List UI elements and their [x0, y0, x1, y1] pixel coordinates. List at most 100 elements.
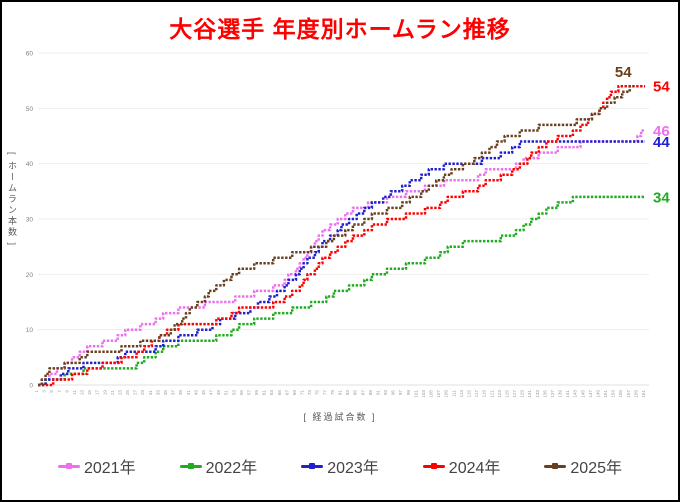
svg-text:50: 50	[26, 106, 34, 113]
svg-text:81: 81	[338, 390, 343, 396]
legend-swatch-2025	[544, 463, 567, 469]
svg-text:53: 53	[231, 390, 236, 396]
svg-text:113: 113	[459, 390, 464, 398]
svg-text:30: 30	[26, 217, 34, 224]
svg-text:40: 40	[26, 161, 34, 168]
svg-text:27: 27	[133, 390, 138, 396]
svg-text:101: 101	[413, 390, 418, 398]
svg-text:5: 5	[49, 390, 54, 393]
legend-item-2025: 2025年	[544, 454, 622, 478]
svg-text:10: 10	[26, 327, 34, 334]
svg-text:9: 9	[64, 390, 69, 393]
svg-text:149: 149	[595, 390, 600, 398]
chart-title: 大谷選手 年度別ホームラン推移	[169, 16, 511, 42]
svg-text:20: 20	[26, 272, 34, 279]
svg-text:135: 135	[542, 390, 547, 398]
svg-text:71: 71	[300, 390, 305, 396]
svg-text:107: 107	[436, 390, 441, 398]
svg-text:75: 75	[315, 390, 320, 396]
svg-text:127: 127	[512, 390, 517, 398]
legend: 2021年 2022年 2023年 2024年 2025年	[2, 454, 678, 478]
y-axis-label: [ ホームラン本数 ]	[7, 152, 17, 248]
svg-text:95: 95	[391, 390, 396, 396]
svg-text:34: 34	[653, 189, 670, 206]
svg-text:60: 60	[26, 51, 34, 58]
svg-text:21: 21	[110, 390, 115, 396]
svg-text:33: 33	[155, 390, 160, 396]
svg-text:37: 37	[171, 390, 176, 396]
svg-text:67: 67	[284, 390, 289, 396]
svg-text:11: 11	[72, 390, 77, 395]
legend-label-2022: 2022年	[205, 460, 258, 477]
svg-text:145: 145	[580, 390, 585, 398]
svg-text:49: 49	[216, 390, 221, 396]
svg-text:123: 123	[497, 390, 502, 398]
svg-text:89: 89	[368, 390, 373, 396]
x-axis-label: [ 経過試合数 ]	[303, 412, 377, 422]
svg-text:1: 1	[34, 390, 39, 393]
svg-text:51: 51	[224, 390, 229, 396]
svg-text:79: 79	[330, 390, 335, 396]
svg-text:19: 19	[102, 390, 107, 396]
legend-label-2023: 2023年	[327, 460, 379, 477]
legend-item-2021: 2021年	[57, 454, 136, 478]
svg-text:129: 129	[520, 390, 525, 398]
legend-label-2025: 2025年	[570, 460, 623, 477]
svg-text:65: 65	[277, 390, 282, 396]
svg-text:121: 121	[489, 390, 494, 398]
svg-text:87: 87	[360, 390, 365, 396]
svg-text:35: 35	[163, 390, 168, 396]
svg-text:159: 159	[633, 390, 638, 398]
svg-text:47: 47	[209, 390, 214, 396]
svg-text:23: 23	[117, 390, 122, 396]
svg-text:153: 153	[611, 390, 616, 398]
legend-swatch-2023	[301, 463, 324, 469]
svg-text:39: 39	[178, 390, 183, 396]
svg-text:45: 45	[201, 390, 206, 396]
svg-text:119: 119	[482, 390, 487, 398]
svg-text:61: 61	[262, 390, 267, 396]
legend-swatch-2022	[179, 463, 202, 469]
svg-text:103: 103	[421, 390, 426, 398]
svg-text:99: 99	[406, 390, 411, 396]
svg-text:109: 109	[444, 390, 449, 398]
svg-text:13: 13	[80, 390, 85, 396]
svg-text:57: 57	[246, 390, 251, 396]
legend-swatch-2024	[422, 463, 445, 469]
svg-text:43: 43	[193, 390, 198, 396]
svg-text:63: 63	[269, 390, 274, 396]
svg-text:157: 157	[626, 390, 631, 398]
legend-label-2024: 2024年	[448, 460, 501, 477]
svg-text:111: 111	[451, 390, 456, 397]
svg-text:139: 139	[558, 390, 563, 398]
svg-text:91: 91	[375, 390, 380, 396]
svg-text:44: 44	[653, 134, 670, 151]
svg-text:54: 54	[615, 64, 632, 81]
svg-text:93: 93	[383, 390, 388, 396]
svg-text:131: 131	[527, 390, 532, 398]
svg-text:151: 151	[603, 390, 608, 398]
svg-text:55: 55	[239, 390, 244, 396]
svg-text:29: 29	[140, 390, 145, 396]
svg-text:137: 137	[550, 390, 555, 398]
svg-text:117: 117	[474, 390, 479, 398]
svg-text:15: 15	[87, 390, 92, 396]
svg-text:69: 69	[292, 390, 297, 396]
svg-text:143: 143	[573, 390, 578, 398]
legend-item-2024: 2024年	[422, 454, 501, 478]
svg-text:31: 31	[148, 390, 153, 396]
svg-text:46: 46	[653, 123, 670, 140]
svg-text:77: 77	[322, 390, 327, 396]
svg-text:0: 0	[29, 383, 33, 390]
legend-label-2021: 2021年	[83, 460, 136, 477]
svg-text:97: 97	[398, 390, 403, 396]
svg-text:54: 54	[653, 79, 670, 96]
svg-text:25: 25	[125, 390, 130, 396]
svg-text:41: 41	[186, 390, 191, 396]
svg-text:155: 155	[618, 390, 623, 398]
svg-text:141: 141	[565, 390, 570, 398]
svg-text:59: 59	[254, 390, 259, 396]
svg-text:147: 147	[588, 390, 593, 398]
legend-item-2022: 2022年	[179, 454, 258, 478]
